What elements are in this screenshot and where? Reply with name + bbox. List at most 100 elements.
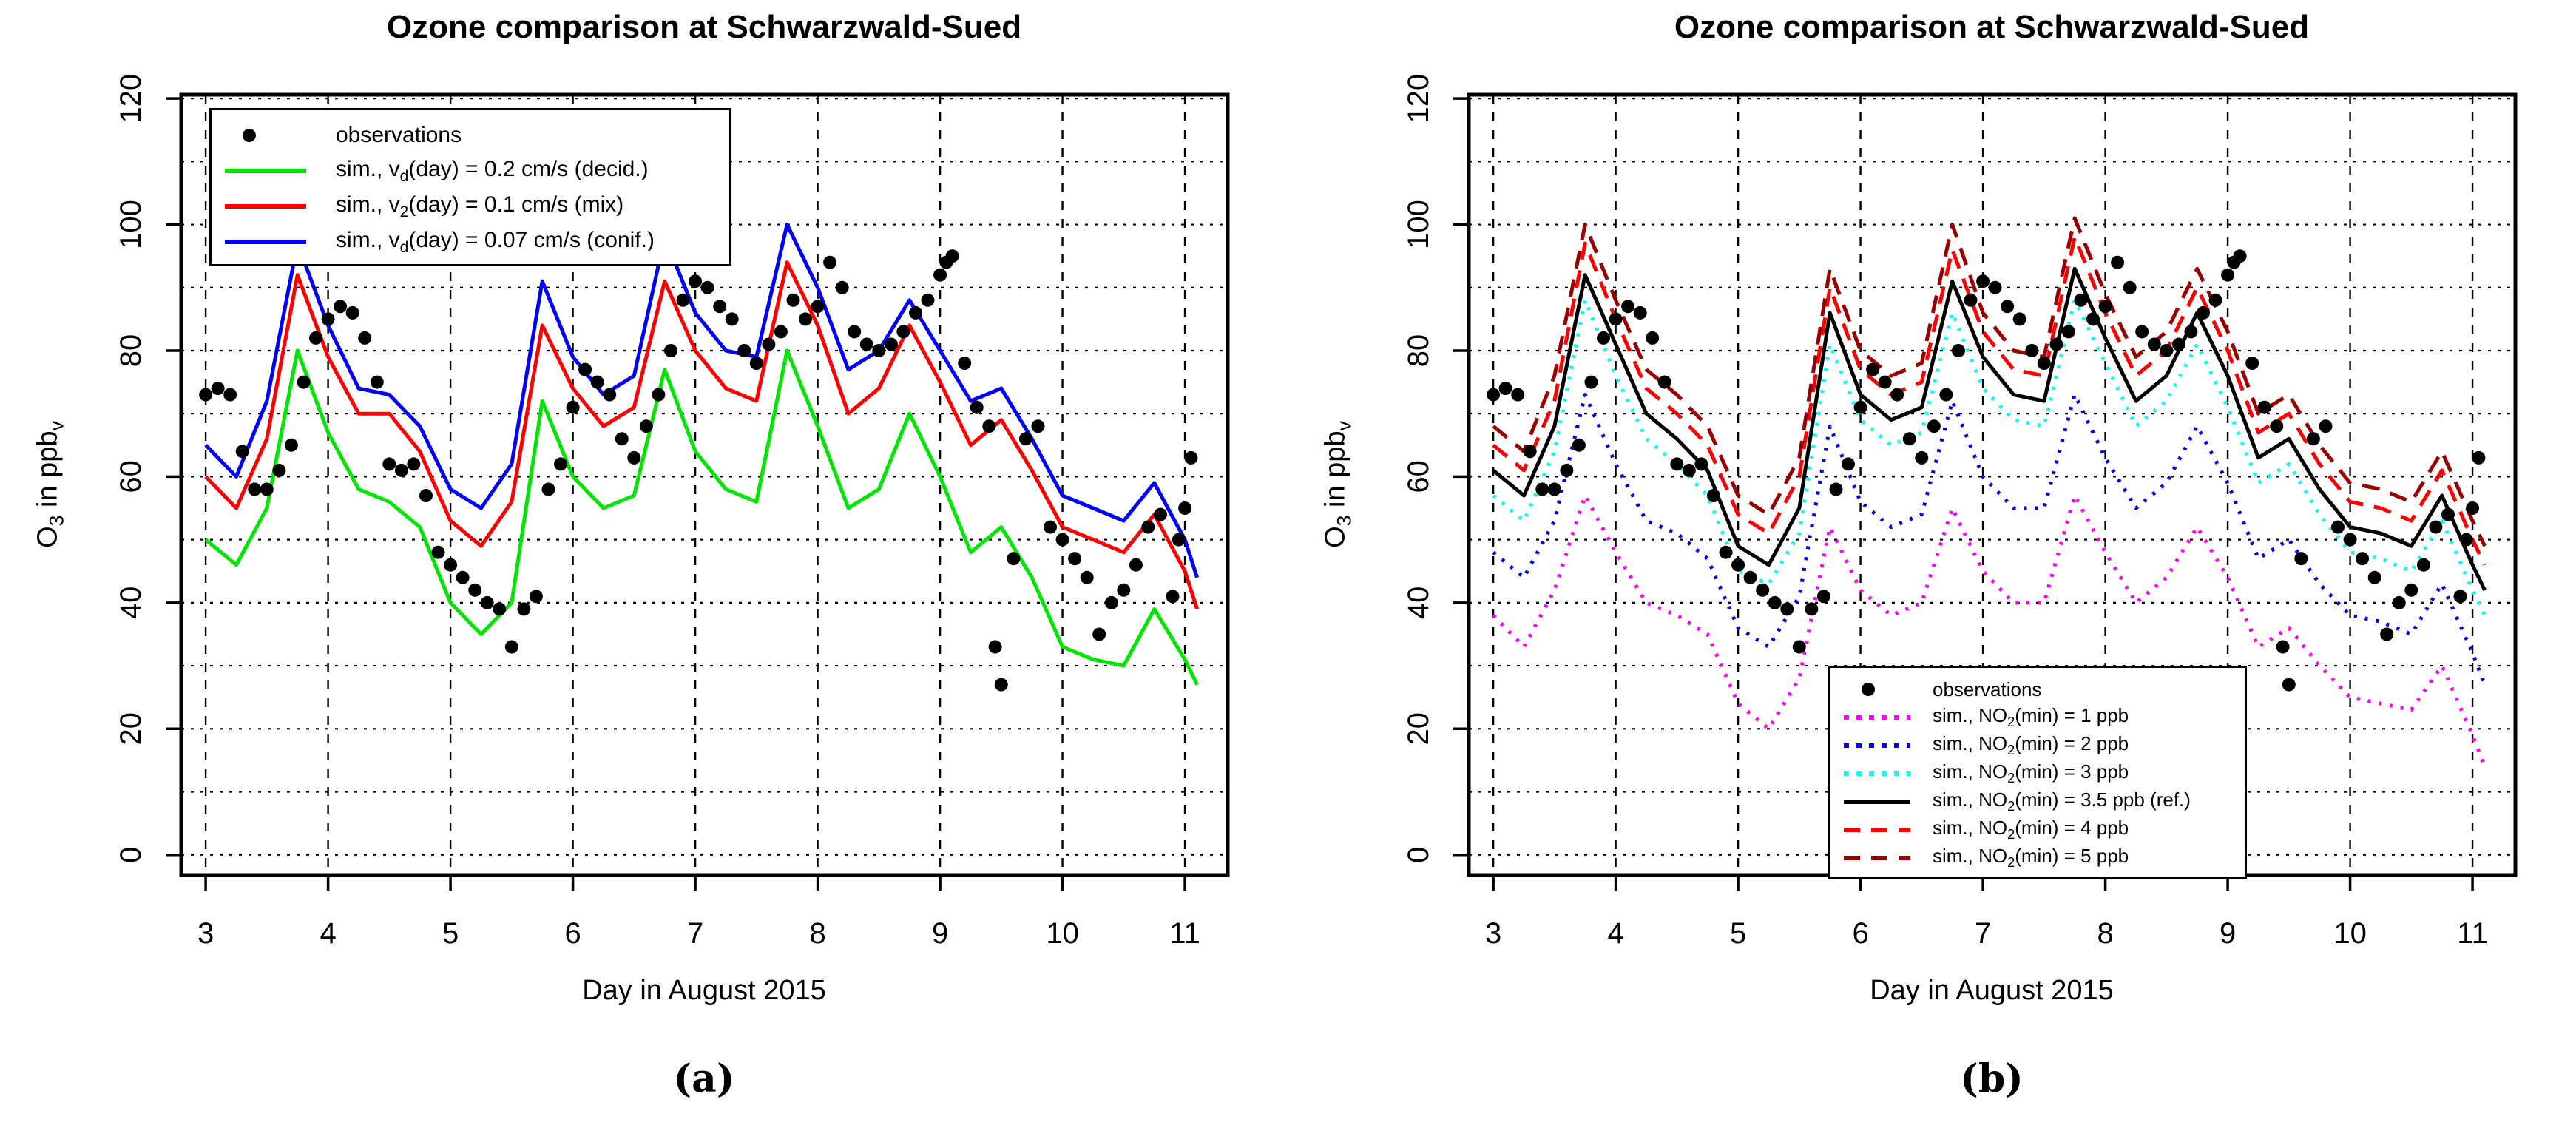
observation-point [958, 357, 972, 370]
observation-point [737, 344, 751, 357]
observation-point [676, 293, 690, 307]
legend-item: observations [1844, 675, 2234, 703]
observation-point [493, 602, 507, 616]
observation-point [334, 300, 348, 314]
plot-box [179, 92, 1230, 877]
legend-item: sim., NO2(min) = 1 ppb [1844, 703, 2234, 732]
observation-point [1141, 520, 1155, 534]
observation-point [444, 558, 458, 572]
observation-point [1104, 595, 1118, 609]
observation-point [1853, 400, 1867, 414]
observation-point [2306, 432, 2320, 446]
observation-point [1743, 570, 1757, 584]
observation-point [1511, 388, 1525, 402]
x-tick-label: 9 [932, 917, 948, 950]
observation-point [1487, 388, 1501, 402]
observations-dot-icon [243, 129, 256, 142]
observation-point [1172, 533, 1186, 547]
observation-point [713, 300, 727, 314]
observation-point [689, 274, 703, 288]
observation-point [2404, 583, 2418, 597]
observation-point [1166, 590, 1180, 604]
observation-point [468, 583, 482, 597]
observation-point [1694, 457, 1708, 471]
observation-point [223, 388, 237, 402]
observation-point [872, 344, 886, 357]
observation-point [2441, 507, 2455, 521]
series-line [1492, 393, 2487, 686]
legend-line-icon [1844, 800, 1910, 804]
observation-point [1816, 590, 1830, 604]
observation-point [2160, 344, 2174, 357]
observation-point [2049, 337, 2063, 351]
x-tick-label: 11 [1169, 917, 1200, 950]
observation-point [921, 293, 935, 307]
observation-point [994, 678, 1008, 692]
y-tick-label: 60 [1402, 460, 1435, 493]
legend-item: sim., NO2(min) = 4 ppb [1844, 816, 2234, 844]
y-tick-label: 80 [1402, 334, 1435, 368]
legend-line-icon [1844, 715, 1910, 720]
observation-point [2135, 325, 2149, 339]
observation-point [2466, 501, 2480, 515]
observation-point [884, 337, 898, 351]
legend-line-icon [225, 204, 306, 209]
observation-point [1707, 489, 1720, 502]
legend-label: sim., NO2(min) = 3.5 ppb (ref.) [1933, 788, 2191, 814]
legend-line-icon [1844, 828, 1910, 832]
chart-a-x-axis-label: Day in August 2015 [582, 975, 826, 1006]
observation-point [1597, 331, 1610, 345]
observation-point [1117, 583, 1131, 597]
series-line [1492, 298, 2487, 616]
observation-point [774, 325, 788, 339]
x-tick-label: 9 [2220, 917, 2236, 950]
observation-point [2294, 552, 2308, 566]
x-tick-label: 8 [2097, 917, 2113, 950]
x-tick-label: 6 [564, 917, 581, 950]
observation-point [480, 595, 494, 609]
y-tick-label: 40 [1402, 587, 1435, 620]
observation-point [1560, 463, 1574, 477]
observation-point [2416, 558, 2430, 572]
observation-point [554, 457, 567, 471]
legend-label: observations [336, 123, 462, 147]
observation-point [603, 388, 617, 402]
observation-point [2245, 357, 2259, 370]
legend-swatch-dot [225, 129, 336, 142]
observation-point [1731, 558, 1745, 572]
observation-point [394, 463, 408, 477]
observation-point [1609, 312, 1623, 326]
observation-point [2025, 344, 2039, 357]
legend-swatch-dot [1844, 683, 1933, 696]
observation-point [1915, 450, 1929, 465]
observation-point [2098, 300, 2112, 314]
observation-point [2001, 300, 2015, 314]
observation-point [615, 432, 629, 446]
legend-swatch-line [225, 169, 336, 173]
observation-point [2233, 249, 2247, 263]
observation-point [1682, 463, 1696, 477]
observation-point [541, 482, 555, 496]
observation-point [1080, 570, 1094, 584]
observation-point [799, 312, 812, 326]
x-tick-label: 4 [320, 917, 336, 950]
observation-point [284, 438, 298, 452]
legend-label: observations [1933, 678, 2042, 700]
legend-item: sim., vd(day) = 0.2 cm/s (decid.) [225, 153, 719, 189]
observation-point [2331, 520, 2345, 534]
x-tick-label: 8 [809, 917, 825, 950]
observation-point [1584, 375, 1598, 389]
observation-point [1657, 375, 1671, 389]
observation-point [1092, 627, 1106, 641]
observation-point [199, 388, 213, 402]
observation-point [811, 300, 825, 314]
legend-item: observations [225, 118, 719, 153]
observation-point [1976, 274, 1990, 288]
chart-b-plot-area: 3 4 5 6 7 8 9 10 11 0 20 40 60 80 100 120 [1402, 74, 2518, 950]
x-tick-label: 5 [1730, 917, 1746, 950]
observation-point [1902, 432, 1916, 446]
observation-point [1184, 450, 1198, 465]
observation-point [345, 305, 359, 320]
observation-point [982, 419, 996, 433]
